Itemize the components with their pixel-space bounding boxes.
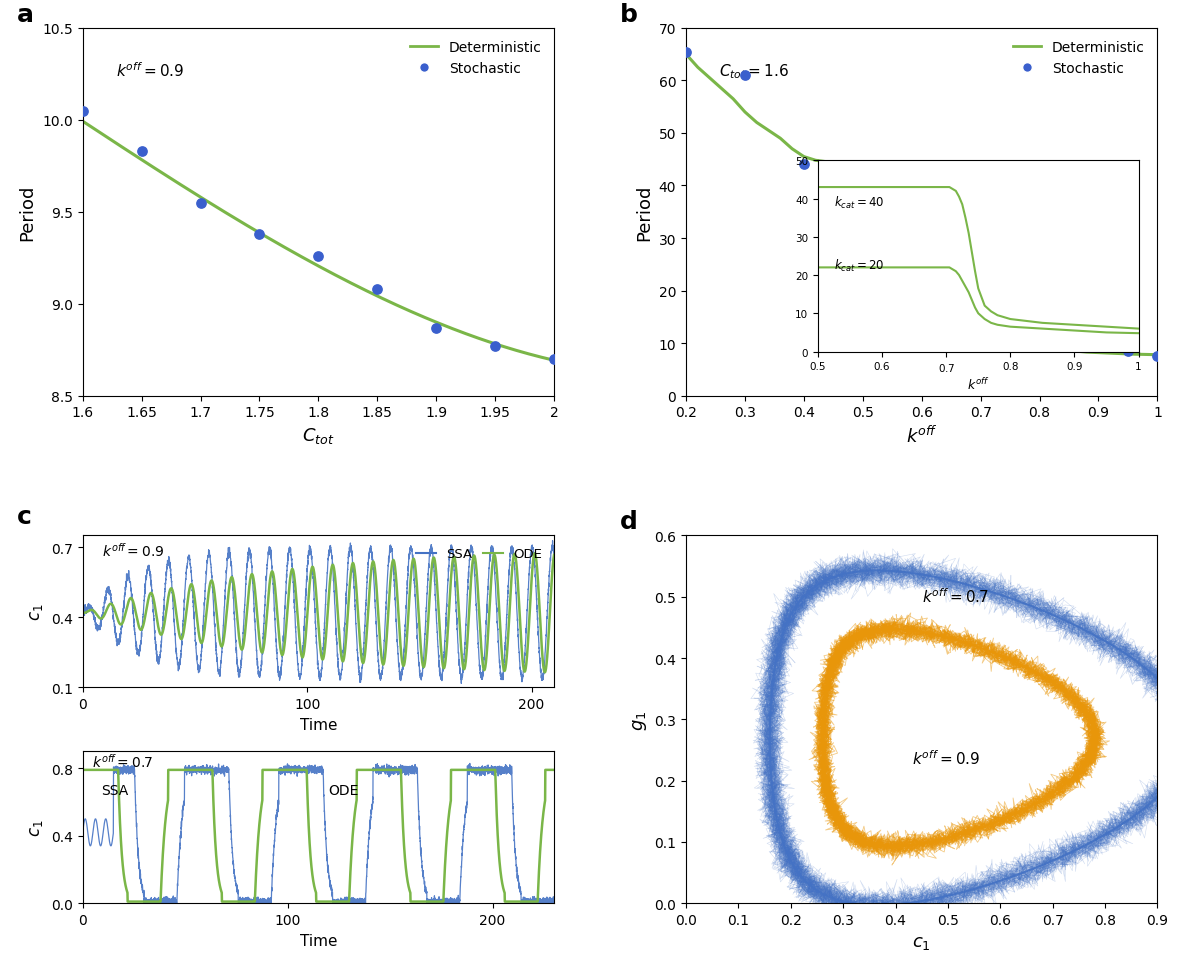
Text: $C_{tot}=1.6$: $C_{tot}=1.6$ [719, 62, 789, 82]
Point [1118, 344, 1137, 359]
Point [426, 321, 445, 336]
Text: $k^{off} = 0.7$: $k^{off} = 0.7$ [92, 752, 154, 770]
Legend: Deterministic, Stochastic: Deterministic, Stochastic [1007, 36, 1150, 82]
Point [191, 196, 210, 211]
Point [309, 249, 328, 264]
Text: $k^{off} = 0.7$: $k^{off} = 0.7$ [921, 586, 988, 605]
Point [1000, 205, 1019, 220]
X-axis label: Time: Time [300, 932, 337, 948]
Point [250, 227, 269, 242]
Point [677, 45, 696, 61]
Legend: Deterministic, Stochastic: Deterministic, Stochastic [404, 36, 547, 82]
Legend: SSA, ODE: SSA, ODE [411, 543, 548, 566]
Point [485, 339, 504, 355]
Y-axis label: $c_1$: $c_1$ [27, 819, 45, 836]
Y-axis label: $c_1$: $c_1$ [27, 604, 45, 621]
Point [1089, 338, 1108, 354]
Point [795, 158, 814, 173]
Text: a: a [17, 3, 34, 27]
X-axis label: $k^{off}$: $k^{off}$ [906, 426, 938, 447]
Text: $k^{off} = 0.9$: $k^{off} = 0.9$ [116, 61, 184, 80]
Point [1059, 326, 1078, 341]
Point [1030, 283, 1049, 299]
Point [367, 282, 386, 297]
Y-axis label: Period: Period [635, 185, 653, 240]
Point [736, 68, 755, 84]
Point [544, 352, 563, 367]
X-axis label: $C_{tot}$: $C_{tot}$ [302, 426, 334, 446]
Point [912, 162, 931, 178]
Point [1148, 349, 1167, 364]
Y-axis label: $g_1$: $g_1$ [631, 709, 648, 729]
Point [854, 160, 873, 176]
Text: $k^{off} = 0.9$: $k^{off} = 0.9$ [912, 748, 980, 767]
Text: c: c [17, 505, 32, 529]
Point [132, 144, 151, 160]
Text: $k^{off} = 0.9$: $k^{off} = 0.9$ [102, 541, 164, 558]
Text: d: d [620, 509, 638, 533]
Text: b: b [620, 3, 638, 27]
Point [73, 104, 92, 119]
Point [971, 162, 990, 178]
X-axis label: $c_1$: $c_1$ [912, 932, 931, 950]
Y-axis label: Period: Period [19, 185, 37, 240]
Text: SSA: SSA [102, 783, 129, 797]
Text: ODE: ODE [328, 783, 358, 797]
X-axis label: Time: Time [300, 717, 337, 732]
